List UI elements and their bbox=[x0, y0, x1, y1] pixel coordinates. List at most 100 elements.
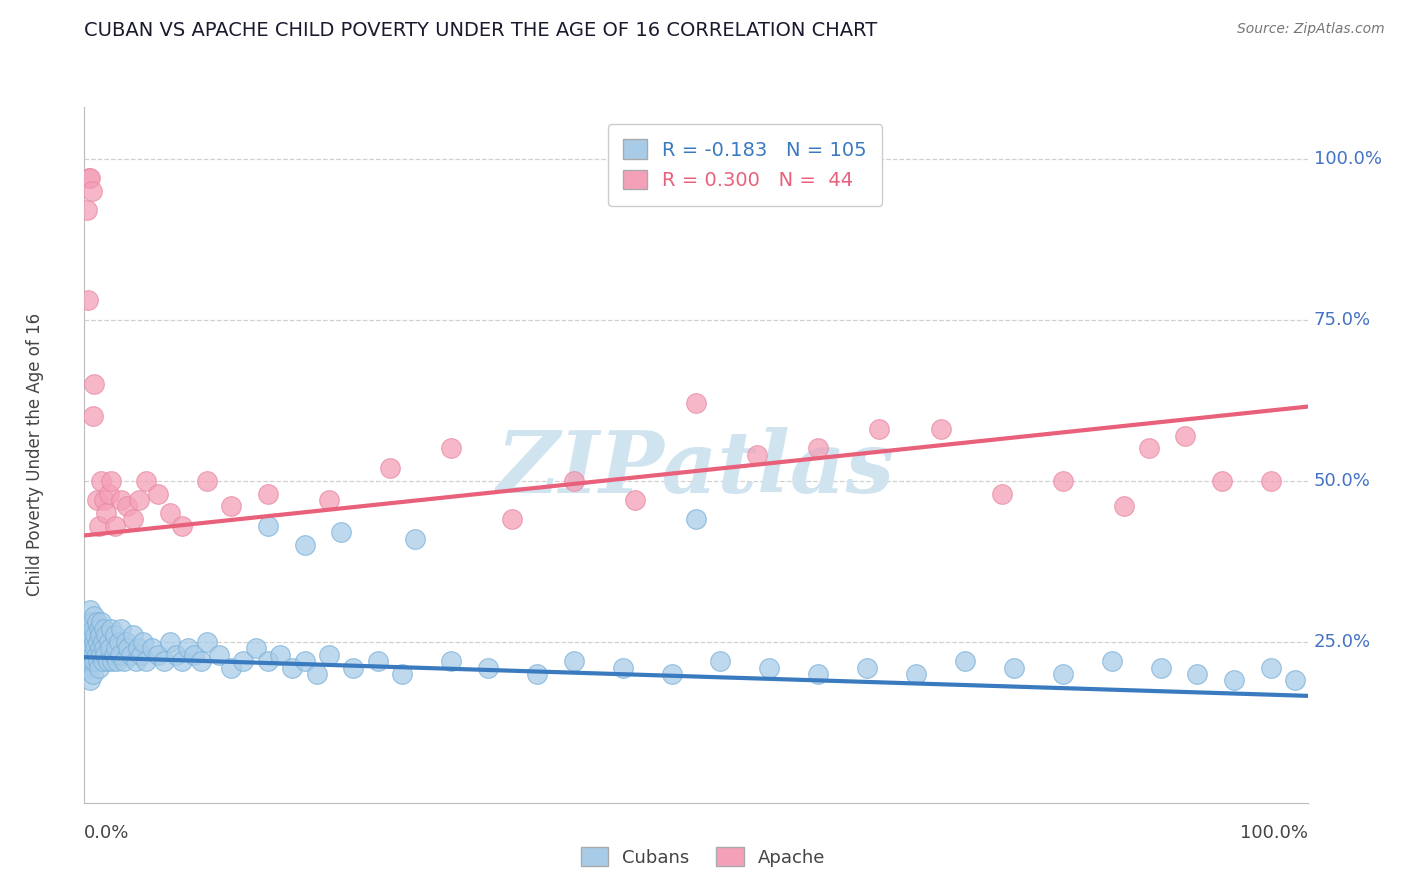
Point bbox=[294, 538, 316, 552]
Point bbox=[1002, 660, 1025, 674]
Point bbox=[330, 525, 353, 540]
Legend: R = -0.183   N = 105, R = 0.300   N =  44: R = -0.183 N = 105, R = 0.300 N = 44 bbox=[607, 124, 883, 206]
Point bbox=[1284, 673, 1306, 688]
Point bbox=[177, 641, 200, 656]
Point bbox=[709, 654, 731, 668]
Point bbox=[159, 506, 181, 520]
Point bbox=[100, 622, 122, 636]
Point bbox=[79, 641, 101, 656]
Point bbox=[526, 667, 548, 681]
Point bbox=[83, 654, 105, 668]
Point bbox=[97, 654, 120, 668]
Point bbox=[318, 493, 340, 508]
Point bbox=[80, 628, 103, 642]
Point bbox=[97, 486, 120, 500]
Point bbox=[1260, 474, 1282, 488]
Point bbox=[77, 170, 100, 185]
Point bbox=[219, 660, 242, 674]
Text: 0.0%: 0.0% bbox=[84, 823, 129, 842]
Point bbox=[105, 654, 128, 668]
Point bbox=[97, 634, 120, 648]
Point bbox=[105, 641, 128, 656]
Point bbox=[153, 654, 176, 668]
Point bbox=[125, 654, 148, 668]
Point bbox=[146, 486, 169, 500]
Point bbox=[245, 641, 267, 656]
Point bbox=[141, 641, 163, 656]
Point bbox=[91, 634, 114, 648]
Point bbox=[318, 648, 340, 662]
Point bbox=[281, 660, 304, 674]
Point bbox=[108, 648, 131, 662]
Point bbox=[84, 628, 107, 642]
Point bbox=[1223, 673, 1246, 688]
Point bbox=[232, 654, 254, 668]
Point bbox=[98, 641, 121, 656]
Point bbox=[219, 500, 242, 514]
Text: 100.0%: 100.0% bbox=[1313, 150, 1382, 168]
Text: 100.0%: 100.0% bbox=[1240, 823, 1308, 842]
Point bbox=[990, 486, 1012, 500]
Point bbox=[1150, 660, 1173, 674]
Point bbox=[80, 184, 103, 198]
Point bbox=[87, 660, 110, 674]
Legend: Cubans, Apache: Cubans, Apache bbox=[574, 840, 832, 874]
Point bbox=[89, 628, 111, 642]
Point bbox=[1211, 474, 1233, 488]
Point bbox=[100, 474, 122, 488]
Point bbox=[257, 654, 280, 668]
Point bbox=[82, 622, 104, 636]
Point bbox=[380, 460, 402, 475]
Point bbox=[190, 654, 212, 668]
Point bbox=[83, 377, 105, 392]
Point bbox=[87, 654, 110, 668]
Point bbox=[953, 654, 976, 668]
Point bbox=[122, 628, 145, 642]
Point bbox=[87, 622, 110, 636]
Point bbox=[183, 648, 205, 662]
Point bbox=[257, 518, 280, 533]
Text: ZIPatlas: ZIPatlas bbox=[496, 427, 896, 510]
Point bbox=[96, 506, 118, 520]
Point bbox=[1052, 474, 1074, 488]
Point bbox=[129, 648, 152, 662]
Point bbox=[1187, 667, 1209, 681]
Point bbox=[103, 648, 125, 662]
Point bbox=[80, 654, 103, 668]
Text: Child Poverty Under the Age of 16: Child Poverty Under the Age of 16 bbox=[27, 313, 45, 597]
Point bbox=[76, 203, 98, 218]
Point bbox=[747, 448, 769, 462]
Point bbox=[661, 667, 683, 681]
Point bbox=[1174, 428, 1197, 442]
Point bbox=[82, 409, 104, 424]
Point bbox=[624, 493, 647, 508]
Point bbox=[132, 634, 155, 648]
Point bbox=[172, 654, 194, 668]
Point bbox=[440, 442, 463, 456]
Point bbox=[86, 648, 108, 662]
Point bbox=[685, 396, 707, 410]
Point bbox=[87, 634, 110, 648]
Point bbox=[612, 660, 634, 674]
Point bbox=[101, 654, 124, 668]
Point bbox=[79, 602, 101, 616]
Point bbox=[77, 654, 100, 668]
Point bbox=[269, 648, 291, 662]
Point bbox=[87, 518, 110, 533]
Text: 50.0%: 50.0% bbox=[1313, 472, 1371, 490]
Point bbox=[79, 673, 101, 688]
Point bbox=[1137, 442, 1160, 456]
Point bbox=[82, 667, 104, 681]
Point bbox=[404, 532, 426, 546]
Point bbox=[117, 641, 139, 656]
Point bbox=[122, 512, 145, 526]
Point bbox=[83, 634, 105, 648]
Point bbox=[96, 628, 118, 642]
Point bbox=[367, 654, 389, 668]
Point bbox=[758, 660, 780, 674]
Point bbox=[90, 648, 112, 662]
Text: 75.0%: 75.0% bbox=[1313, 310, 1371, 328]
Point bbox=[208, 648, 231, 662]
Point bbox=[93, 622, 115, 636]
Point bbox=[562, 654, 585, 668]
